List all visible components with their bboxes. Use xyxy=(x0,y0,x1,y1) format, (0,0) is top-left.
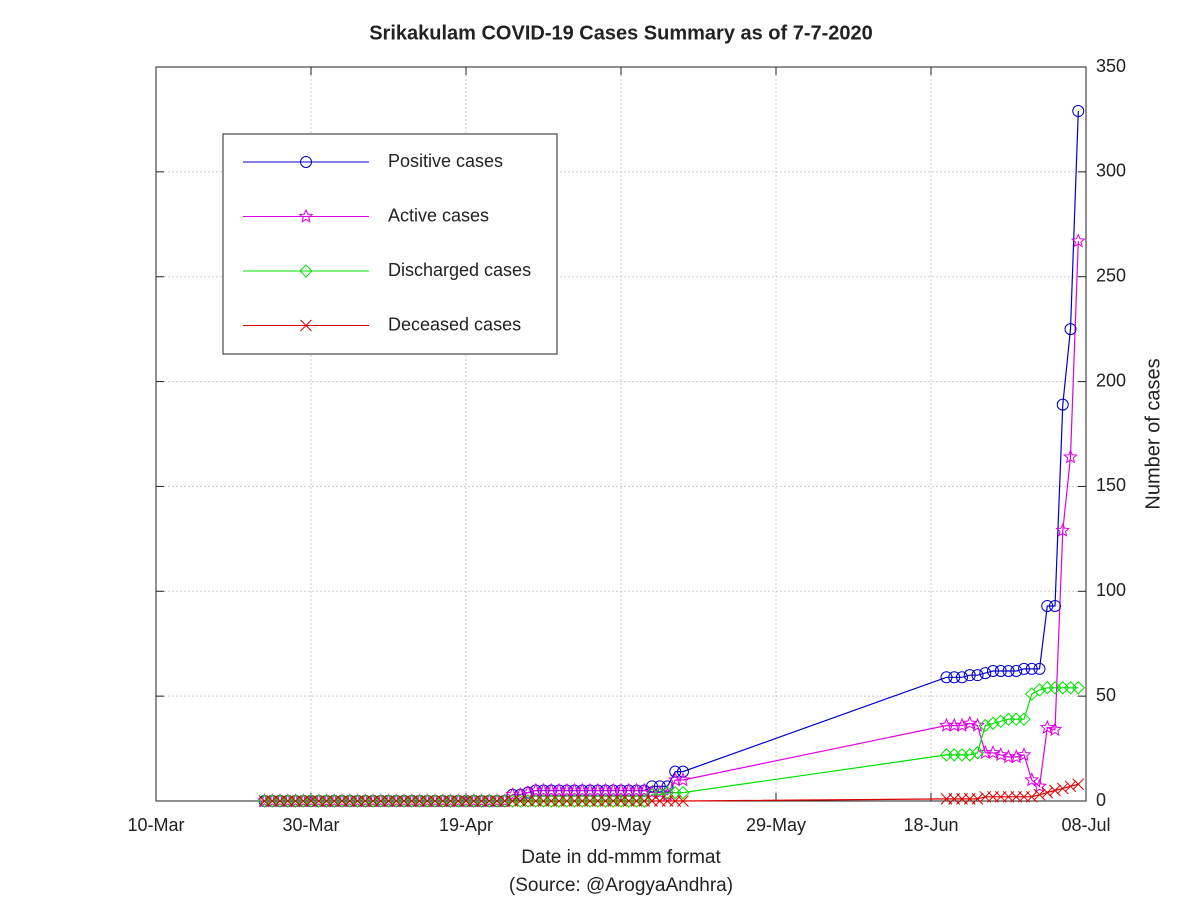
x-axis-sublabel: (Source: @ArogyaAndhra) xyxy=(509,875,733,896)
marker xyxy=(986,716,1000,731)
marker xyxy=(987,664,999,677)
marker xyxy=(994,714,1008,729)
marker xyxy=(1056,398,1069,411)
marker xyxy=(1056,782,1069,795)
marker xyxy=(978,718,992,733)
marker xyxy=(1039,719,1055,734)
marker xyxy=(1025,662,1038,675)
marker xyxy=(677,765,689,778)
y-axis-label: Number of cases xyxy=(1142,358,1164,509)
marker xyxy=(1024,772,1040,787)
marker xyxy=(993,747,1009,762)
marker xyxy=(963,669,976,682)
y-tick-label: 100 xyxy=(1096,580,1126,600)
marker xyxy=(1025,790,1038,803)
x-tick-label: 19-Apr xyxy=(439,815,493,835)
y-tick-label: 200 xyxy=(1096,370,1126,390)
marker xyxy=(1008,749,1024,764)
marker xyxy=(963,748,977,762)
marker xyxy=(677,795,689,807)
y-tick-label: 300 xyxy=(1096,161,1126,181)
marker xyxy=(512,786,528,802)
marker xyxy=(1064,780,1077,793)
marker xyxy=(970,717,985,732)
legend-label: Discharged cases xyxy=(388,260,531,280)
marker xyxy=(1049,599,1061,612)
marker xyxy=(637,794,651,808)
x-tick-label: 30-Mar xyxy=(282,815,339,835)
marker xyxy=(669,765,682,778)
chart-title: Srikakulam COVID-19 Cases Summary as of … xyxy=(369,22,873,44)
marker xyxy=(653,780,666,793)
marker xyxy=(956,671,968,684)
marker xyxy=(1071,681,1085,695)
marker xyxy=(970,746,985,760)
marker xyxy=(1033,788,1046,801)
x-axis-label: Date in dd-mmm format xyxy=(521,847,721,868)
marker xyxy=(1041,599,1054,612)
marker xyxy=(1032,778,1047,793)
x-tick-label: 08-Jul xyxy=(1061,815,1110,835)
y-tick-label: 50 xyxy=(1096,685,1116,705)
marker xyxy=(1064,323,1077,336)
x-tick-label: 18-Jun xyxy=(903,815,958,835)
marker xyxy=(661,780,674,793)
legend-marker xyxy=(298,208,314,223)
legend-marker xyxy=(300,156,312,168)
marker xyxy=(1032,683,1047,697)
marker xyxy=(1002,664,1015,677)
marker xyxy=(646,780,658,793)
x-tick-label: 09-May xyxy=(591,815,651,835)
marker xyxy=(1055,522,1071,537)
marker xyxy=(675,772,691,787)
marker xyxy=(979,667,992,680)
marker xyxy=(971,793,984,805)
marker xyxy=(948,671,961,684)
marker xyxy=(954,717,970,732)
marker xyxy=(1018,662,1030,675)
legend-label: Deceased cases xyxy=(388,314,521,334)
marker xyxy=(1072,778,1085,791)
legend-box xyxy=(222,133,558,355)
legend-label: Positive cases xyxy=(388,151,503,171)
legend-marker xyxy=(299,264,313,278)
marker xyxy=(971,669,984,682)
y-tick-label: 350 xyxy=(1096,56,1126,76)
marker xyxy=(1017,712,1031,726)
marker xyxy=(962,715,978,730)
y-tick-label: 150 xyxy=(1096,475,1126,495)
y-tick-label: 0 xyxy=(1096,790,1106,810)
marker xyxy=(1047,721,1063,737)
marker xyxy=(985,744,1001,760)
x-tick-label: 10-Mar xyxy=(127,815,184,835)
x-tick-label: 29-May xyxy=(746,815,806,835)
marker xyxy=(652,784,668,799)
marker xyxy=(1072,105,1085,118)
y-tick-label: 250 xyxy=(1096,265,1126,285)
legend-label: Active cases xyxy=(388,205,489,225)
legend-marker xyxy=(300,319,312,332)
marker xyxy=(660,786,675,802)
marker xyxy=(1033,662,1046,675)
marker xyxy=(1041,786,1054,799)
marker xyxy=(1010,664,1023,677)
marker xyxy=(636,782,652,797)
marker xyxy=(1016,747,1032,762)
marker xyxy=(940,671,953,684)
marker xyxy=(994,664,1007,677)
marker xyxy=(1049,784,1061,797)
marker xyxy=(1070,233,1086,248)
marker xyxy=(1063,449,1078,464)
marker xyxy=(676,785,690,800)
